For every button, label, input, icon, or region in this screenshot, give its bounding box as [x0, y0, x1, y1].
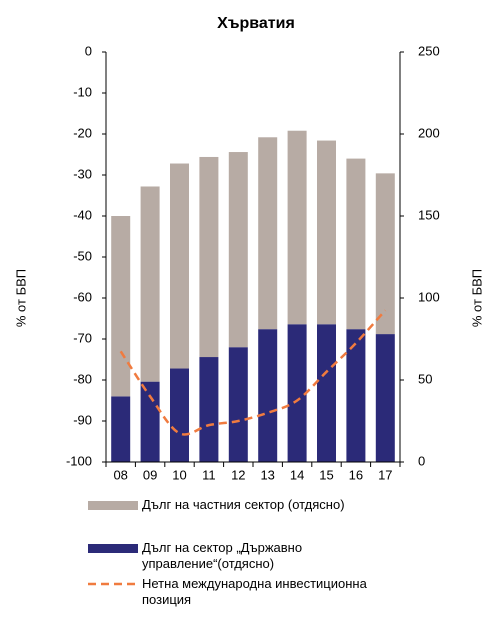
y-tick-label: -40 — [73, 207, 92, 222]
bar — [228, 347, 248, 462]
y2-tick-label: 50 — [418, 371, 432, 386]
y2-tick-label: 0 — [418, 453, 425, 468]
bar — [199, 156, 219, 358]
y-tick-label: 0 — [85, 43, 92, 58]
y2-tick-label: 250 — [418, 43, 440, 58]
legend-swatch — [88, 544, 138, 553]
bar — [199, 357, 219, 462]
bar — [317, 324, 336, 462]
bar — [375, 173, 395, 335]
y-axis-label: % от БВП — [13, 269, 28, 327]
y-tick-label: -30 — [73, 166, 92, 181]
y2-tick-label: 200 — [418, 125, 440, 140]
y-tick-label: -60 — [73, 289, 92, 304]
y-tick-label: -90 — [73, 412, 92, 427]
y-tick-label: -20 — [73, 125, 92, 140]
bar — [170, 163, 189, 369]
bar — [375, 334, 395, 462]
y2-tick-label: 100 — [418, 289, 440, 304]
bar — [287, 324, 307, 462]
legend-label: Дълг на сектор „Държавно управление“(отд… — [142, 540, 303, 571]
x-tick-label: 11 — [202, 467, 216, 482]
bar — [346, 158, 366, 330]
bar — [140, 381, 160, 462]
x-tick-label: 12 — [231, 467, 245, 482]
bar — [287, 130, 307, 325]
line — [119, 309, 387, 436]
x-tick-label: 16 — [349, 467, 363, 482]
bar — [228, 152, 248, 348]
x-tick-label: 10 — [172, 467, 186, 482]
y-tick-label: -50 — [73, 248, 92, 263]
y2-axis-label: % от БВП — [469, 269, 484, 327]
y-tick-label: -100 — [66, 453, 92, 468]
x-tick-label: 08 — [113, 467, 127, 482]
bar — [258, 137, 278, 330]
x-tick-label: 17 — [378, 467, 392, 482]
bar — [140, 186, 160, 382]
y-tick-label: -10 — [73, 84, 92, 99]
y-tick-label: -80 — [73, 371, 92, 386]
bar — [317, 140, 336, 325]
bar — [258, 329, 278, 462]
legend-label: Дълг на частния сектор (отдясно) — [142, 497, 345, 512]
x-tick-label: 09 — [143, 467, 157, 482]
bar — [111, 216, 131, 397]
y-tick-label: -70 — [73, 330, 92, 345]
chart-title: Хърватия — [217, 15, 295, 32]
legend-swatch — [88, 501, 138, 510]
bar — [170, 368, 189, 462]
y2-tick-label: 150 — [418, 207, 440, 222]
x-tick-label: 13 — [260, 467, 274, 482]
x-tick-label: 15 — [319, 467, 333, 482]
bar — [111, 396, 131, 462]
x-tick-label: 14 — [290, 467, 304, 482]
legend-label: Нетна международна инвестиционна позиция — [142, 576, 367, 607]
bar — [346, 329, 366, 462]
